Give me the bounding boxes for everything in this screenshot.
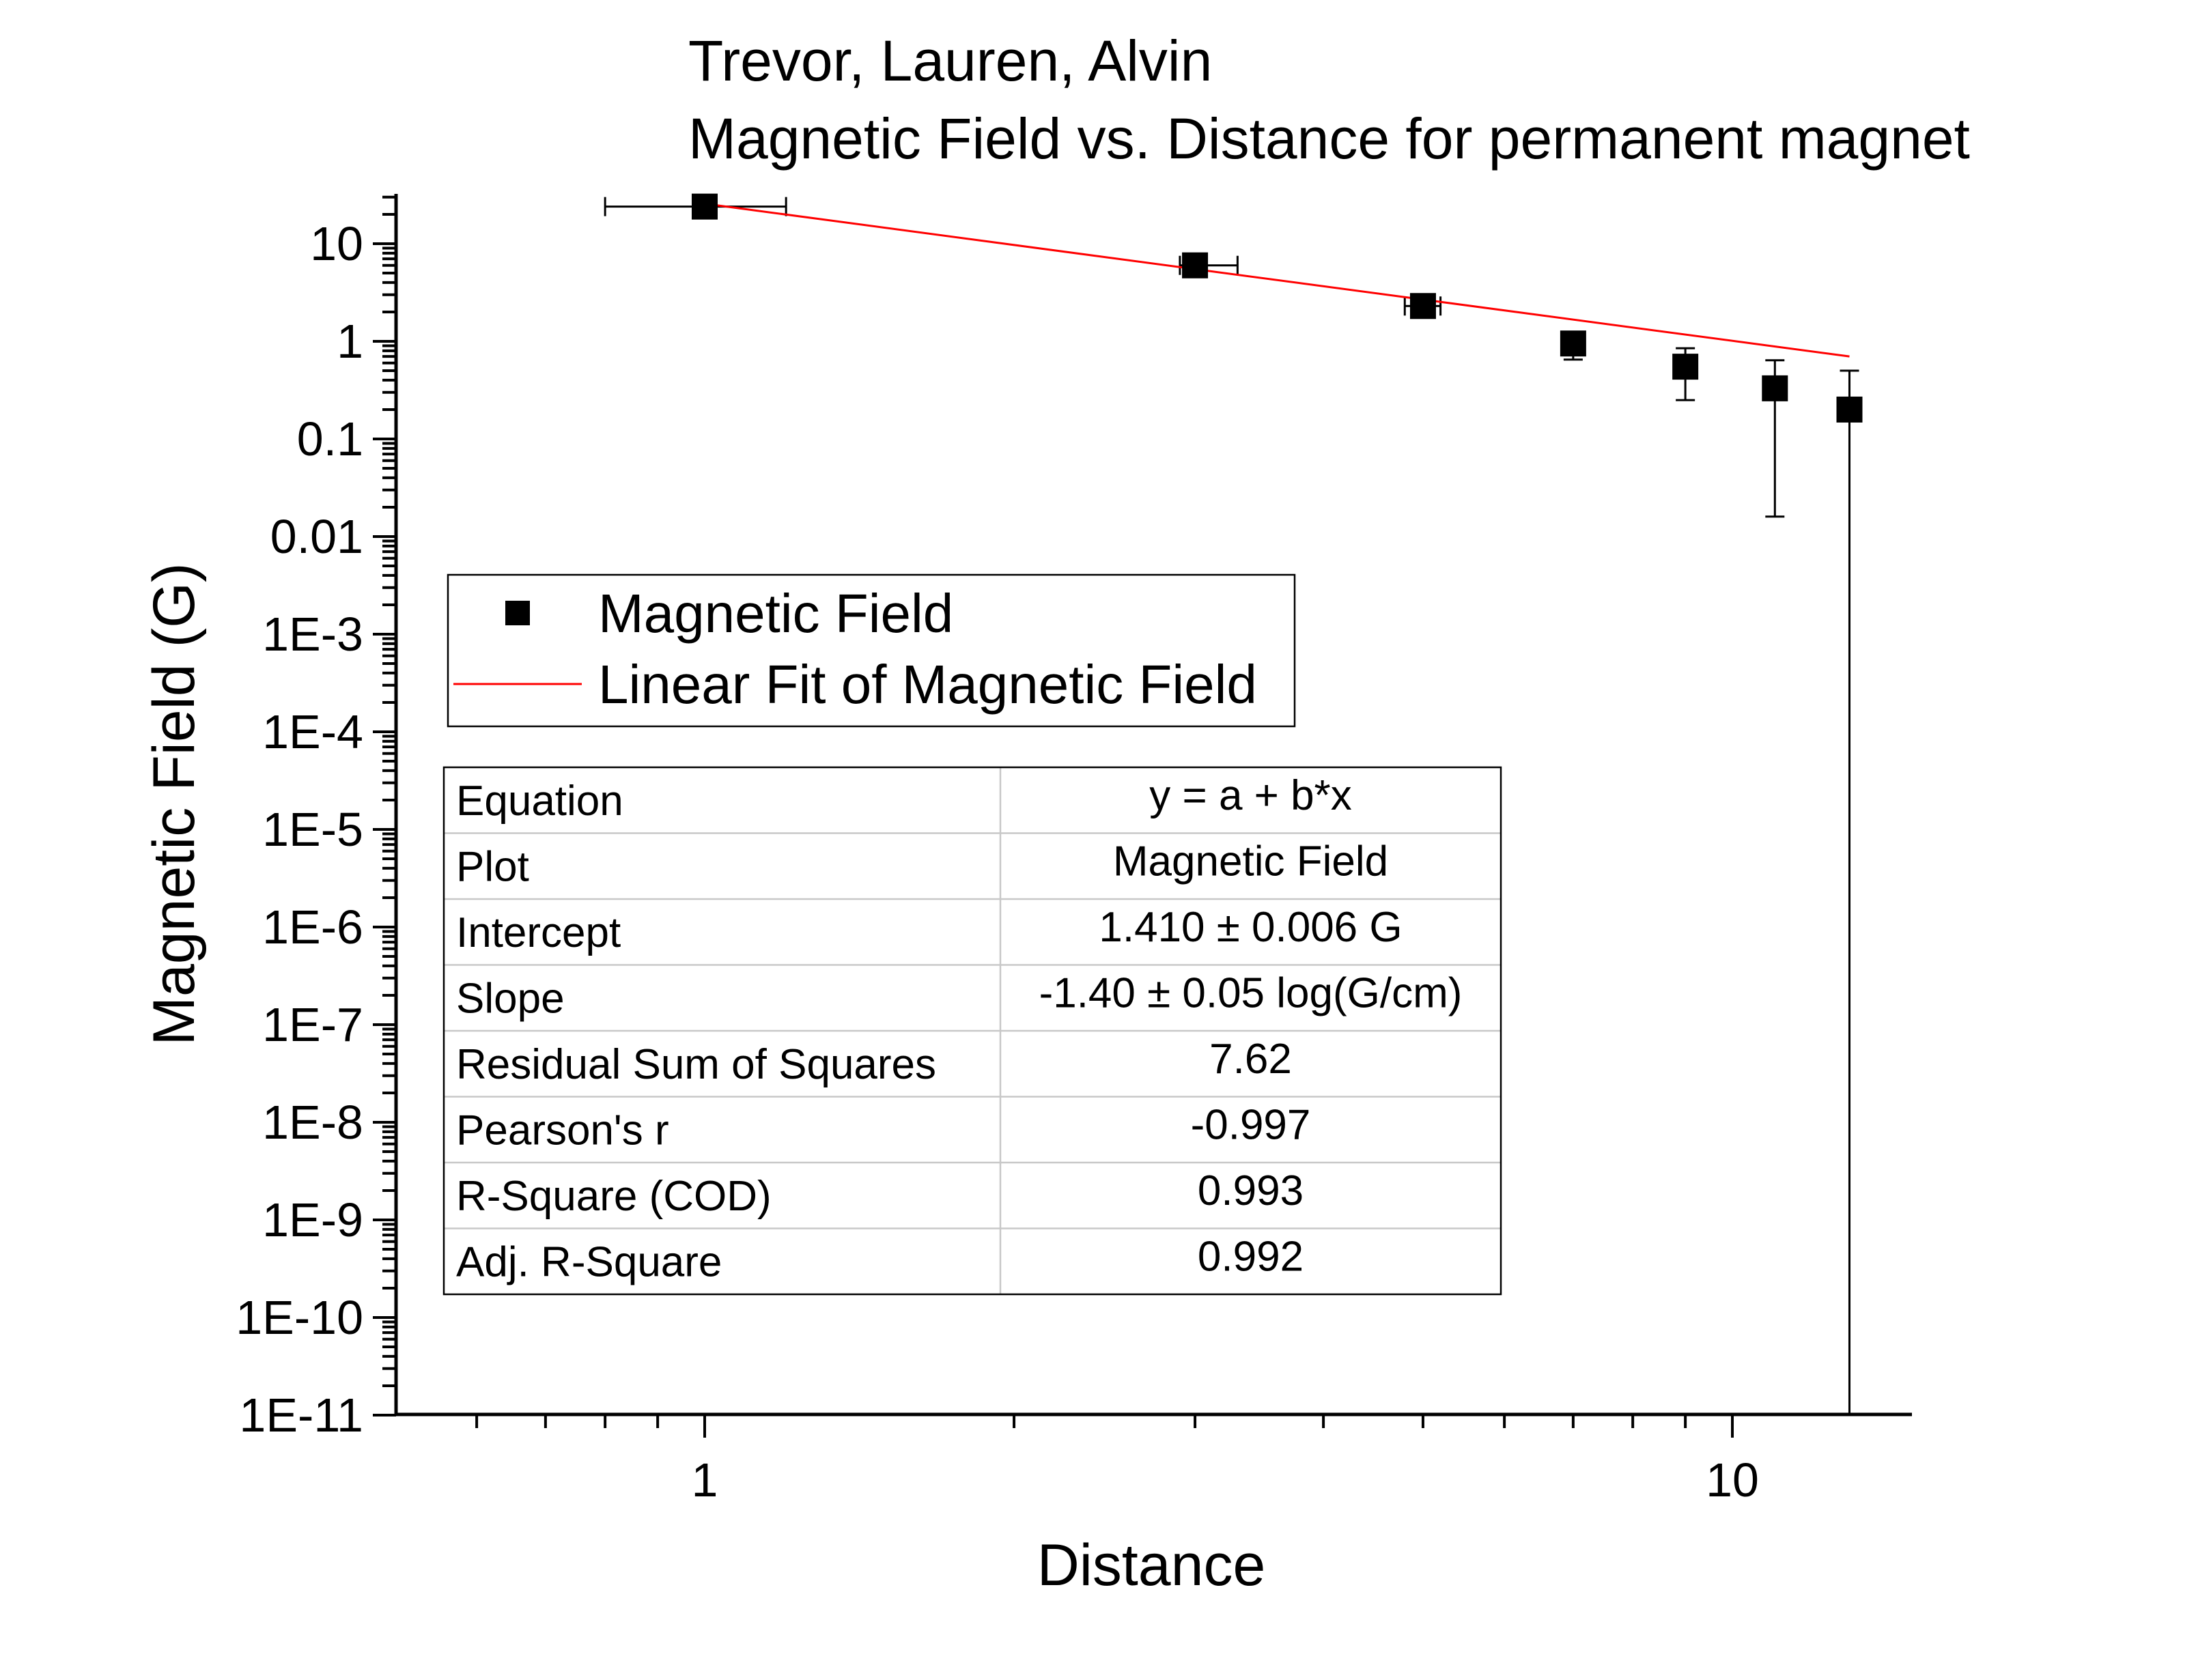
stats-table-border (442, 766, 1502, 1296)
data-point (692, 193, 718, 220)
y-tick-label: 1E-5 (262, 803, 363, 856)
data-point (1672, 354, 1699, 380)
y-tick-label: 1E-9 (262, 1193, 363, 1247)
stats-row-value: -0.997 (1191, 1102, 1311, 1149)
legend: Magnetic Field Linear Fit of Magnetic Fi… (447, 573, 1296, 728)
fit-statistics-table: Equation y = a + b*x Plot Magnetic Field Int… (442, 766, 1502, 1296)
legend-marker-magnetic-field (505, 601, 530, 625)
data-point (1836, 396, 1863, 423)
chart-title-line-2: Magnetic Field vs. Distance for permanen… (688, 106, 1970, 171)
fit-line (704, 202, 1850, 358)
stats-row-label: Plot (456, 844, 529, 891)
y-tick-label: 0.1 (297, 412, 363, 466)
plot-area (604, 193, 1863, 1414)
x-axis-ticks: 1 10 (475, 1414, 1759, 1507)
stats-row-label: Intercept (456, 909, 621, 956)
y-tick-label: 1E-11 (239, 1389, 363, 1442)
legend-label-magnetic-field: Magnetic Field (598, 583, 953, 644)
y-tick-label: 0.01 (270, 510, 363, 563)
stats-row-value: -1.40 ± 0.05 log(G/cm) (1039, 970, 1463, 1017)
y-tick-label: 1E-6 (262, 900, 363, 954)
y-axis-title: Magnetic Field (G) (141, 563, 207, 1045)
y-tick-label: 1 (337, 315, 363, 368)
stats-row-label: Equation (456, 778, 623, 825)
stats-row-value: Magnetic Field (1113, 838, 1388, 885)
chart-title-line-1: Trevor, Lauren, Alvin (688, 29, 1212, 93)
x-tick-label: 1 (692, 1453, 718, 1507)
stats-row-value: y = a + b*x (1149, 772, 1351, 819)
stats-row-value: 1.410 ± 0.006 G (1099, 904, 1402, 951)
data-point (1560, 330, 1586, 357)
y-tick-label: 1E-7 (262, 998, 363, 1051)
stats-row-label: Residual Sum of Squares (456, 1041, 936, 1088)
axes (394, 194, 1912, 1416)
y-axis-ticks: 10 1 0.1 0.01 1E-3 1E-4 1E-5 1E-6 1E-7 1E-8 1E-9 1E… (236, 195, 396, 1442)
x-axis-title: Distance (1037, 1533, 1266, 1598)
y-tick-label: 1E-3 (262, 608, 363, 661)
legend-label-linear-fit: Linear Fit of Magnetic Field (598, 654, 1257, 715)
stats-row-value: 0.992 (1198, 1234, 1304, 1281)
data-point (1182, 252, 1209, 279)
x-tick-label: 10 (1706, 1453, 1759, 1507)
stats-row-label: Pearson's r (456, 1107, 669, 1154)
y-tick-label: 1E-4 (262, 705, 363, 758)
stats-row-value: 0.993 (1198, 1167, 1304, 1214)
stats-row-label: Adj. R-Square (456, 1239, 722, 1286)
data-point (1409, 293, 1436, 319)
legend-box (447, 573, 1296, 728)
stats-row-label: R-Square (COD) (456, 1173, 772, 1220)
chart-title: Trevor, Lauren, Alvin Magnetic Field vs.… (688, 29, 1970, 171)
y-tick-label: 1E-10 (236, 1291, 363, 1344)
stats-row-value: 7.62 (1209, 1036, 1292, 1083)
y-tick-label: 10 (310, 217, 363, 270)
stats-row-label: Slope (456, 976, 565, 1023)
y-tick-label: 1E-8 (262, 1096, 363, 1149)
data-point (1762, 375, 1788, 401)
